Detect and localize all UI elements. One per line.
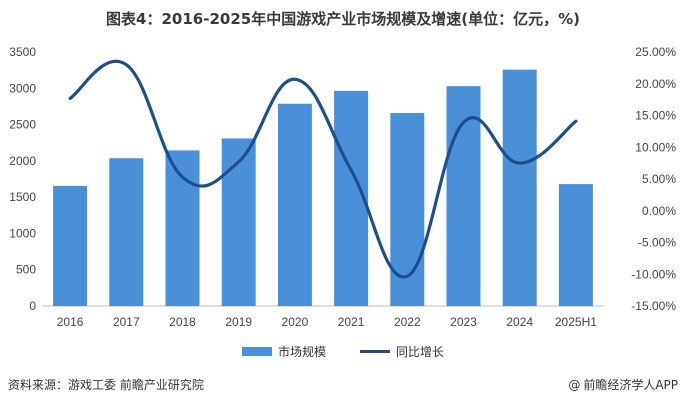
bar [558,184,593,306]
y-right-tick-label: -5.00% [638,236,676,250]
chart-title: 图表4：2016-2025年中国游戏产业市场规模及增速(单位：亿元，%) [106,10,580,28]
x-tick-label: 2021 [338,315,365,329]
brand-logo-icon: @ [568,377,581,392]
x-tick-label: 2022 [394,315,421,329]
brand-name: 前瞻经济学人APP [583,378,678,392]
bar [165,150,200,306]
legend-bar-label: 市场规模 [277,345,326,359]
x-tick-label: 2025H1 [555,315,597,329]
y-right-tick-label: -15.00% [631,299,676,313]
legend-item-bar: 市场规模 [241,343,326,360]
x-tick-label: 2018 [169,315,196,329]
growth-line [68,59,578,279]
y-left-tick-label: 2500 [9,118,36,132]
bar [277,103,312,306]
x-tick-label: 2016 [57,315,84,329]
bar [502,69,537,306]
x-tick-label: 2023 [450,315,477,329]
chart-legend: 市场规模 同比增长 [0,343,686,360]
y-right-tick-label: 5.00% [642,172,676,186]
bar [221,138,256,306]
y-right-tick-label: 15.00% [635,109,676,123]
y-left-tick-label: 1500 [9,190,36,204]
y-left-tick-label: 2000 [9,154,36,168]
x-tick-label: 2024 [506,315,533,329]
y-left-tick-label: 1000 [9,226,36,240]
bar [53,185,88,306]
y-left-tick-label: 3000 [9,81,36,95]
y-left-tick-label: 500 [16,263,36,277]
y-right-tick-label: 25.00% [635,45,676,59]
legend-bar-swatch [241,347,272,356]
legend-line-label: 同比增长 [396,345,445,359]
y-right-tick-label: -10.00% [631,267,676,281]
x-tick-label: 2020 [282,315,309,329]
y-right-tick-label: 0.00% [642,204,676,218]
legend-item-line: 同比增长 [360,343,444,360]
y-right-tick-label: 20.00% [635,77,676,91]
y-right-tick-label: 10.00% [635,140,676,154]
x-tick-label: 2019 [225,315,252,329]
brand-credit: @ 前瞻经济学人APP [568,376,678,393]
bar [109,158,144,306]
source-note: 资料来源：游戏工委 前瞻产业研究院 [8,378,204,392]
x-tick-label: 2017 [113,315,140,329]
legend-line-swatch [360,350,390,353]
y-left-tick-label: 3500 [9,45,36,59]
y-left-tick-label: 0 [29,299,36,313]
